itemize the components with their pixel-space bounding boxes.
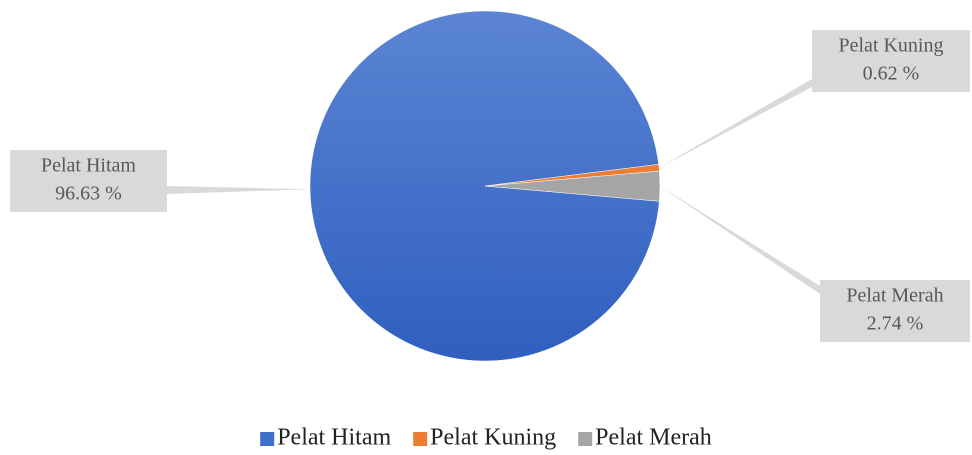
data-label-name: Pelat Merah [846, 285, 943, 307]
legend-label: Pelat Kuning [430, 425, 556, 451]
legend-swatch [260, 432, 275, 446]
data-label-box [10, 150, 167, 212]
data-label-name: Pelat Kuning [839, 35, 944, 57]
legend-swatch [413, 432, 428, 446]
legend-label: Pelat Hitam [277, 425, 391, 451]
pie-slice [309, 10, 660, 362]
data-label-value: 0.62 % [863, 63, 920, 85]
data-label-name: Pelat Hitam [41, 155, 136, 177]
data-label-box [820, 280, 970, 342]
pie-slice [484, 170, 661, 202]
leader-line [659, 79, 812, 168]
leader-line [659, 186, 820, 294]
legend: Pelat Hitam Pelat Kuning Pelat Merah [260, 425, 712, 451]
legend-label: Pelat Merah [595, 425, 712, 451]
legend-swatch [578, 432, 593, 446]
data-label-value: 96.63 % [55, 183, 122, 205]
leader-line [167, 186, 311, 194]
data-label-value: 2.74 % [867, 313, 924, 335]
data-label-box [812, 30, 970, 92]
